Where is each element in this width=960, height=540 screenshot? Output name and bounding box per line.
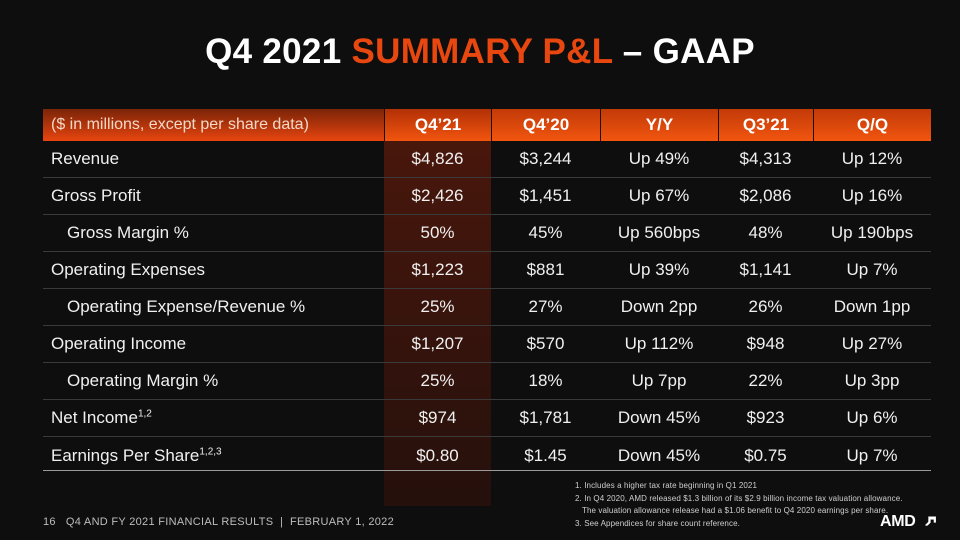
svg-text:AMD: AMD: [880, 513, 916, 530]
